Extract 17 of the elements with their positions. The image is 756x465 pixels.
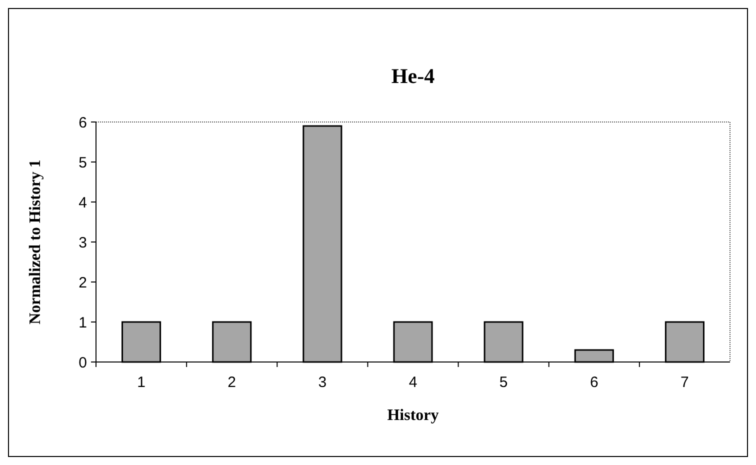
x-tick-label: 7 (680, 374, 689, 391)
chart-title: He-4 (391, 64, 436, 88)
y-tick-label: 3 (78, 234, 87, 252)
x-tick-label: 3 (318, 374, 327, 391)
x-tick-label: 2 (228, 374, 236, 391)
x-tick-label: 4 (408, 374, 418, 391)
y-tick-label: 4 (78, 194, 87, 212)
x-tick-label: 5 (499, 374, 508, 391)
x-tick-label: 6 (590, 374, 598, 391)
y-tick-label: 0 (78, 354, 87, 372)
y-axis-title: Normalized to History 1 (27, 160, 44, 324)
x-tick-label: 1 (137, 374, 146, 391)
y-tick-label: 5 (78, 154, 87, 172)
x-axis-title: History (387, 407, 439, 424)
y-tick-label: 6 (78, 114, 87, 132)
y-tick-label: 2 (78, 274, 87, 292)
y-tick-label: 1 (78, 314, 87, 332)
